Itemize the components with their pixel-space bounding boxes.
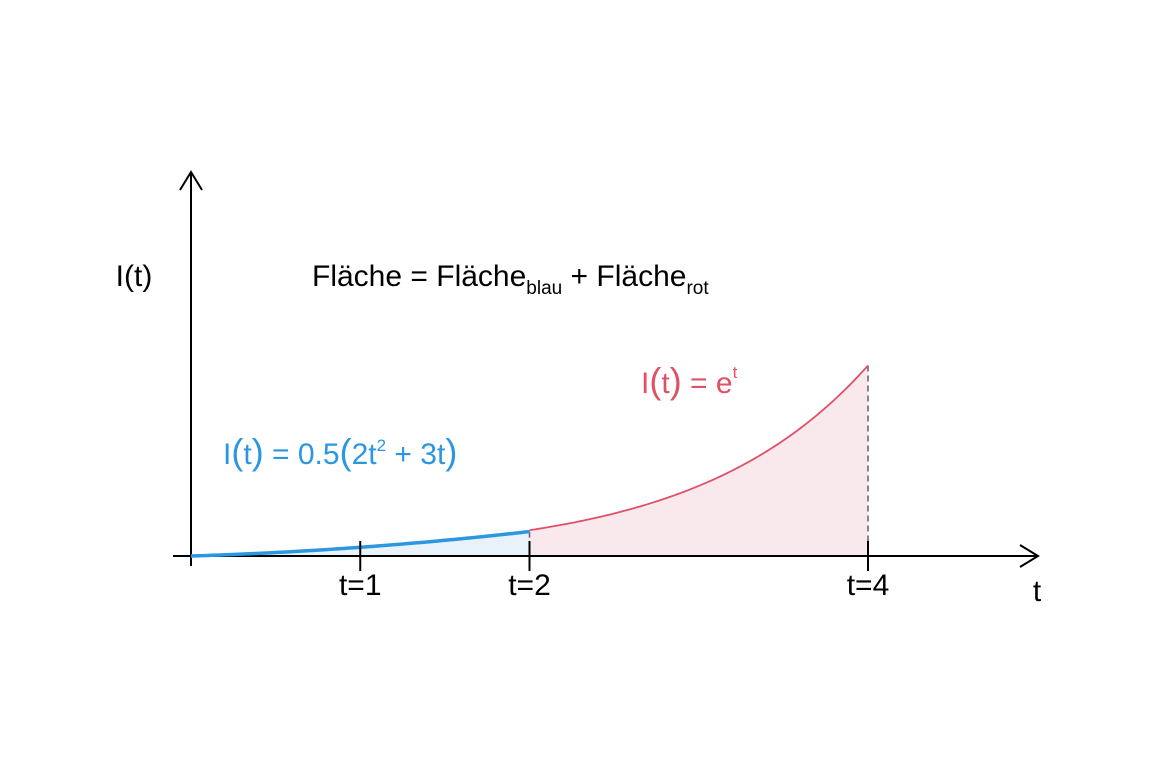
red-formula-label: I(t) = et — [641, 360, 738, 401]
red-formula-exponent: t — [733, 363, 738, 382]
red-formula-I: I — [641, 367, 649, 400]
area-plus: + — [562, 260, 596, 293]
y-axis-label: I(t) — [116, 260, 153, 293]
x-axis-arrowhead — [1019, 544, 1040, 568]
area-word-red: Fläche — [596, 260, 686, 293]
blue-formula-I: I — [223, 438, 231, 471]
area-sub-red: rot — [686, 278, 709, 299]
blue-formula-t: t — [243, 438, 252, 471]
area-annotation: Fläche = Flächeblau + Flächerot — [312, 260, 709, 299]
x-axis — [173, 544, 1040, 568]
red-formula-paren-open: ( — [649, 360, 661, 401]
blue-formula-paren-open-2: ( — [340, 431, 352, 472]
area-word-total: Fläche — [312, 260, 402, 293]
x-ticks: t=1 t=2 t=4 — [339, 541, 889, 602]
area-word-blue: Fläche — [436, 260, 526, 293]
red-formula-eq: = e — [682, 367, 733, 400]
area-equals: = — [402, 260, 436, 293]
x-tick-label: t=1 — [339, 569, 382, 602]
blue-formula-rest: + 3t — [386, 438, 446, 471]
blue-formula-paren-open: ( — [231, 431, 243, 472]
x-axis-label: t — [1033, 575, 1042, 608]
blue-formula-paren-close-2: ) — [445, 431, 457, 472]
blue-formula-paren-close: ) — [252, 431, 264, 472]
y-axis-arrowhead — [179, 170, 203, 191]
red-area-fill — [529, 365, 868, 556]
blue-formula-label: I(t) = 0.5(2t2 + 3t) — [223, 431, 457, 472]
blue-area-fill — [191, 531, 530, 556]
area-sub-blue: blau — [526, 278, 562, 299]
x-tick-label: t=4 — [847, 569, 890, 602]
blue-formula-square: 2 — [377, 436, 386, 455]
red-formula-t: t — [661, 367, 670, 400]
blue-formula-eq: = 0.5 — [264, 438, 340, 471]
red-formula-paren-close: ) — [670, 360, 682, 401]
blue-formula-2t: 2t — [352, 438, 378, 471]
y-axis — [179, 170, 203, 566]
x-tick-label: t=2 — [508, 569, 551, 602]
red-curve — [529, 364, 869, 532]
